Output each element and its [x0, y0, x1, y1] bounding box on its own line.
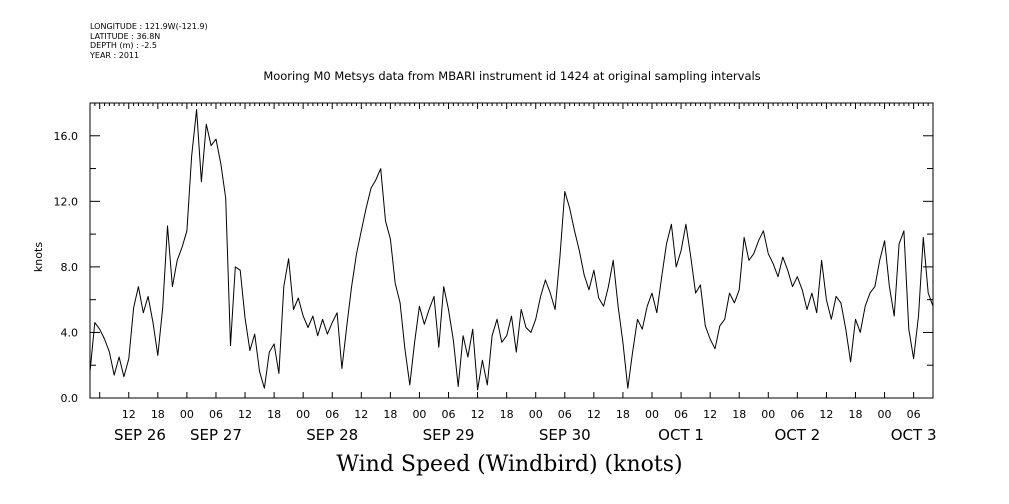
x-tick-label: 00 — [296, 408, 310, 421]
x-tick-label: 00 — [645, 408, 659, 421]
plot-frame — [89, 102, 934, 399]
y-tick-label: 8.0 — [61, 261, 79, 274]
x-day-labels: SEP 26 SEP 27 SEP 28 SEP 29 SEP 30 OCT 1 OCT 2… — [114, 426, 936, 444]
x-tick-label: 00 — [529, 408, 543, 421]
x-axis-label-container: Wind Speed (Windbird) (knots) — [0, 452, 1009, 477]
x-day-label: OCT 3 — [891, 426, 937, 444]
y-tick-label: 12.0 — [54, 195, 79, 208]
depth-label: DEPTH (m) : -2.5 — [90, 41, 157, 50]
x-day-label: SEP 28 — [306, 426, 358, 444]
x-day-label: SEP 29 — [423, 426, 475, 444]
longitude-label: LONGITUDE : 121.9W(-121.9) — [90, 22, 208, 31]
latitude-label: LATITUDE : 36.8N — [90, 31, 161, 41]
x-tick-label: 18 — [383, 408, 397, 421]
x-tick-label: 18 — [267, 408, 281, 421]
x-tick-label: 12 — [354, 408, 368, 421]
x-tick-label: 18 — [848, 408, 862, 421]
x-axis-label: Wind Speed (Windbird) (knots) — [336, 452, 683, 477]
y-axis-label: knots — [32, 242, 45, 272]
x-tick-label: 12 — [122, 408, 136, 421]
x-day-label: SEP 26 — [114, 426, 166, 444]
x-day-label: OCT 1 — [658, 426, 704, 444]
chart-title: Mooring M0 Metsys data from MBARI instru… — [263, 69, 760, 83]
x-tick-label: 12 — [819, 408, 833, 421]
x-tick-label: 06 — [442, 408, 456, 421]
plot-axes — [89, 102, 934, 399]
x-tick-label: 18 — [616, 408, 630, 421]
x-tick-label: 06 — [907, 408, 921, 421]
x-tick-label: 06 — [790, 408, 804, 421]
x-tick-label: 12 — [587, 408, 601, 421]
x-tick-label: 06 — [674, 408, 688, 421]
x-tick-label: 00 — [412, 408, 426, 421]
x-day-label: SEP 30 — [539, 426, 591, 444]
x-tick-labels: 12 18 00 06 12 18 00 06 12 18 00 06 12 18 00 06 12 18 00 06… — [122, 408, 921, 421]
x-day-label: OCT 2 — [774, 426, 820, 444]
x-tick-label: 12 — [238, 408, 252, 421]
wind-speed-series-line — [89, 109, 934, 391]
x-tick-label: 06 — [558, 408, 572, 421]
axis-ticks — [89, 102, 934, 399]
x-tick-label: 18 — [732, 408, 746, 421]
mooring-metadata: LONGITUDE : 121.9W(-121.9) LATITUDE : 36… — [90, 22, 208, 60]
x-tick-label: 06 — [209, 408, 223, 421]
y-tick-label: 16.0 — [54, 130, 79, 143]
x-tick-label: 12 — [703, 408, 717, 421]
x-day-label: SEP 27 — [190, 426, 242, 444]
year-label: YEAR : 2011 — [90, 50, 140, 60]
x-tick-label: 00 — [761, 408, 775, 421]
y-tick-label: 0.0 — [61, 392, 79, 405]
x-tick-label: 06 — [325, 408, 339, 421]
y-tick-label: 4.0 — [61, 326, 79, 339]
x-tick-label: 18 — [500, 408, 514, 421]
x-tick-label: 00 — [878, 408, 892, 421]
x-tick-label: 18 — [151, 408, 165, 421]
x-tick-label: 12 — [471, 408, 485, 421]
y-tick-labels: 0.0 4.0 8.0 12.0 16.0 — [54, 130, 79, 405]
x-tick-label: 00 — [180, 408, 194, 421]
